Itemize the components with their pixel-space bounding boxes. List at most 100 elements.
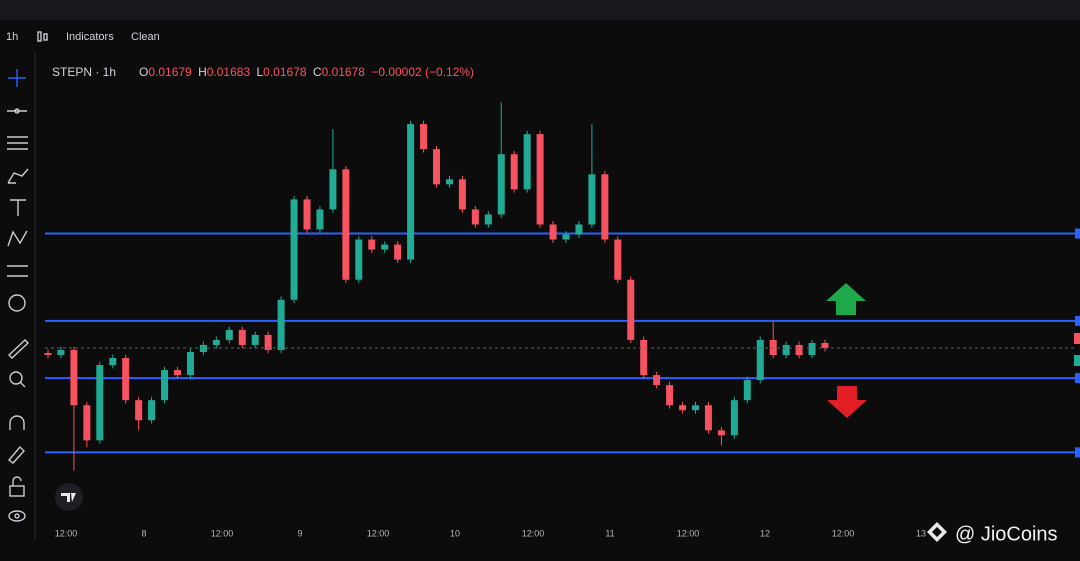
crosshair-tool[interactable]	[8, 69, 26, 87]
up-arrow	[826, 283, 866, 315]
lock-drawing-tool[interactable]	[7, 445, 25, 464]
label: L	[256, 65, 263, 79]
x-tick-label: 12:00	[832, 528, 855, 538]
candle-body	[575, 224, 583, 235]
pattern-tool[interactable]	[7, 230, 28, 247]
candle-body	[484, 214, 492, 225]
candle-body	[290, 199, 298, 300]
x-tick-label: 13	[916, 528, 926, 538]
fib-tool[interactable]	[7, 136, 28, 150]
candle-body	[653, 375, 661, 386]
tv-logo[interactable]	[55, 483, 83, 511]
clean-button[interactable]: Clean	[131, 31, 160, 43]
candle-body	[70, 349, 78, 406]
plot-area	[44, 102, 1080, 471]
interval-button[interactable]: 1h	[6, 31, 18, 43]
candle-body	[394, 244, 402, 260]
level-handle	[1075, 315, 1080, 326]
candle-body	[212, 339, 220, 345]
candle-body	[342, 169, 350, 280]
x-tick-label: 12	[760, 528, 770, 538]
candle-body	[458, 179, 466, 210]
candle-body	[782, 344, 790, 356]
candle-body	[83, 405, 91, 441]
candle-body	[135, 400, 143, 421]
x-tick-label: 12:00	[211, 528, 234, 538]
ruler-tool[interactable]	[7, 339, 30, 359]
candle-body	[704, 405, 712, 431]
candle-body	[730, 400, 738, 436]
candle-body	[355, 239, 363, 280]
text-tool[interactable]	[10, 199, 26, 216]
top-bar	[0, 0, 1080, 20]
candle-body	[433, 149, 440, 185]
candle-body	[471, 209, 479, 225]
candle-body	[692, 405, 699, 411]
x-tick-label: 10	[450, 528, 460, 538]
candle-body	[407, 124, 415, 260]
candle-body	[679, 405, 687, 411]
value: 0.01678	[322, 65, 366, 79]
emoji-tool[interactable]	[8, 294, 26, 312]
candle-body	[303, 199, 311, 230]
candle-body	[161, 370, 169, 401]
candle-body	[743, 380, 751, 401]
brush-tool[interactable]	[7, 168, 29, 184]
indicators-button[interactable]: Indicators	[66, 31, 114, 43]
label: O	[139, 65, 148, 79]
candle-body	[264, 334, 272, 350]
symbol: STEPN · 1h	[52, 65, 116, 79]
value: 0.01679	[148, 65, 192, 79]
candle-body	[316, 209, 324, 230]
visibility-tool[interactable]	[8, 510, 26, 522]
candle-body	[109, 358, 117, 366]
candle-body	[186, 351, 194, 376]
candle-body	[510, 154, 518, 190]
price-tag	[1074, 333, 1080, 344]
candle-body	[821, 342, 829, 348]
candle-body	[562, 234, 570, 240]
candle-body	[756, 339, 764, 381]
candle-body	[368, 239, 376, 250]
candle-body	[174, 370, 181, 376]
trendline-tool[interactable]	[7, 108, 27, 114]
candle-body	[251, 334, 259, 345]
ohlc-readout: O0.01679 H0.01683 L0.01678 C0.01678 −0.0…	[139, 65, 474, 79]
watermark-text: @ JioCoins	[955, 523, 1058, 545]
x-axis: 12:00 8 12:00 9 12:00 10 12:00 11 12:00 12 12:00 13	[55, 528, 926, 538]
label: C	[313, 65, 322, 79]
candle-body	[277, 299, 285, 350]
x-tick-label: 8	[141, 528, 146, 538]
candle-type-icon[interactable]	[37, 31, 48, 42]
candle-body	[225, 329, 233, 340]
measure-tool[interactable]	[7, 265, 28, 277]
header: STEPN · 1h O0.01679 H0.01683 L0.01678 C0…	[52, 65, 474, 79]
candle-body	[536, 134, 544, 225]
candle-body	[666, 385, 674, 406]
x-tick-label: 9	[297, 528, 302, 538]
magnet-tool[interactable]	[9, 415, 25, 430]
candle-body	[122, 358, 130, 401]
candle-body	[57, 349, 65, 356]
down-arrow	[827, 386, 867, 418]
candle-body	[627, 279, 635, 340]
change: −0.00002 (−0.12%)	[371, 65, 474, 79]
level-handle	[1075, 228, 1080, 239]
zoom-tool[interactable]	[9, 371, 26, 388]
candle-body	[588, 174, 596, 225]
lock-tool[interactable]	[9, 476, 25, 497]
candle-body	[44, 352, 52, 356]
candle-body	[238, 329, 246, 345]
x-tick-label: 12:00	[367, 528, 390, 538]
candle-body	[808, 342, 816, 356]
x-tick-label: 11	[605, 528, 614, 538]
candle-body	[96, 365, 104, 441]
x-tick-label: 12:00	[522, 528, 545, 538]
candle-body	[769, 339, 777, 356]
candle-body	[523, 134, 531, 190]
candle-body	[445, 179, 453, 185]
candle-body	[795, 344, 803, 356]
candle-body	[381, 244, 389, 250]
